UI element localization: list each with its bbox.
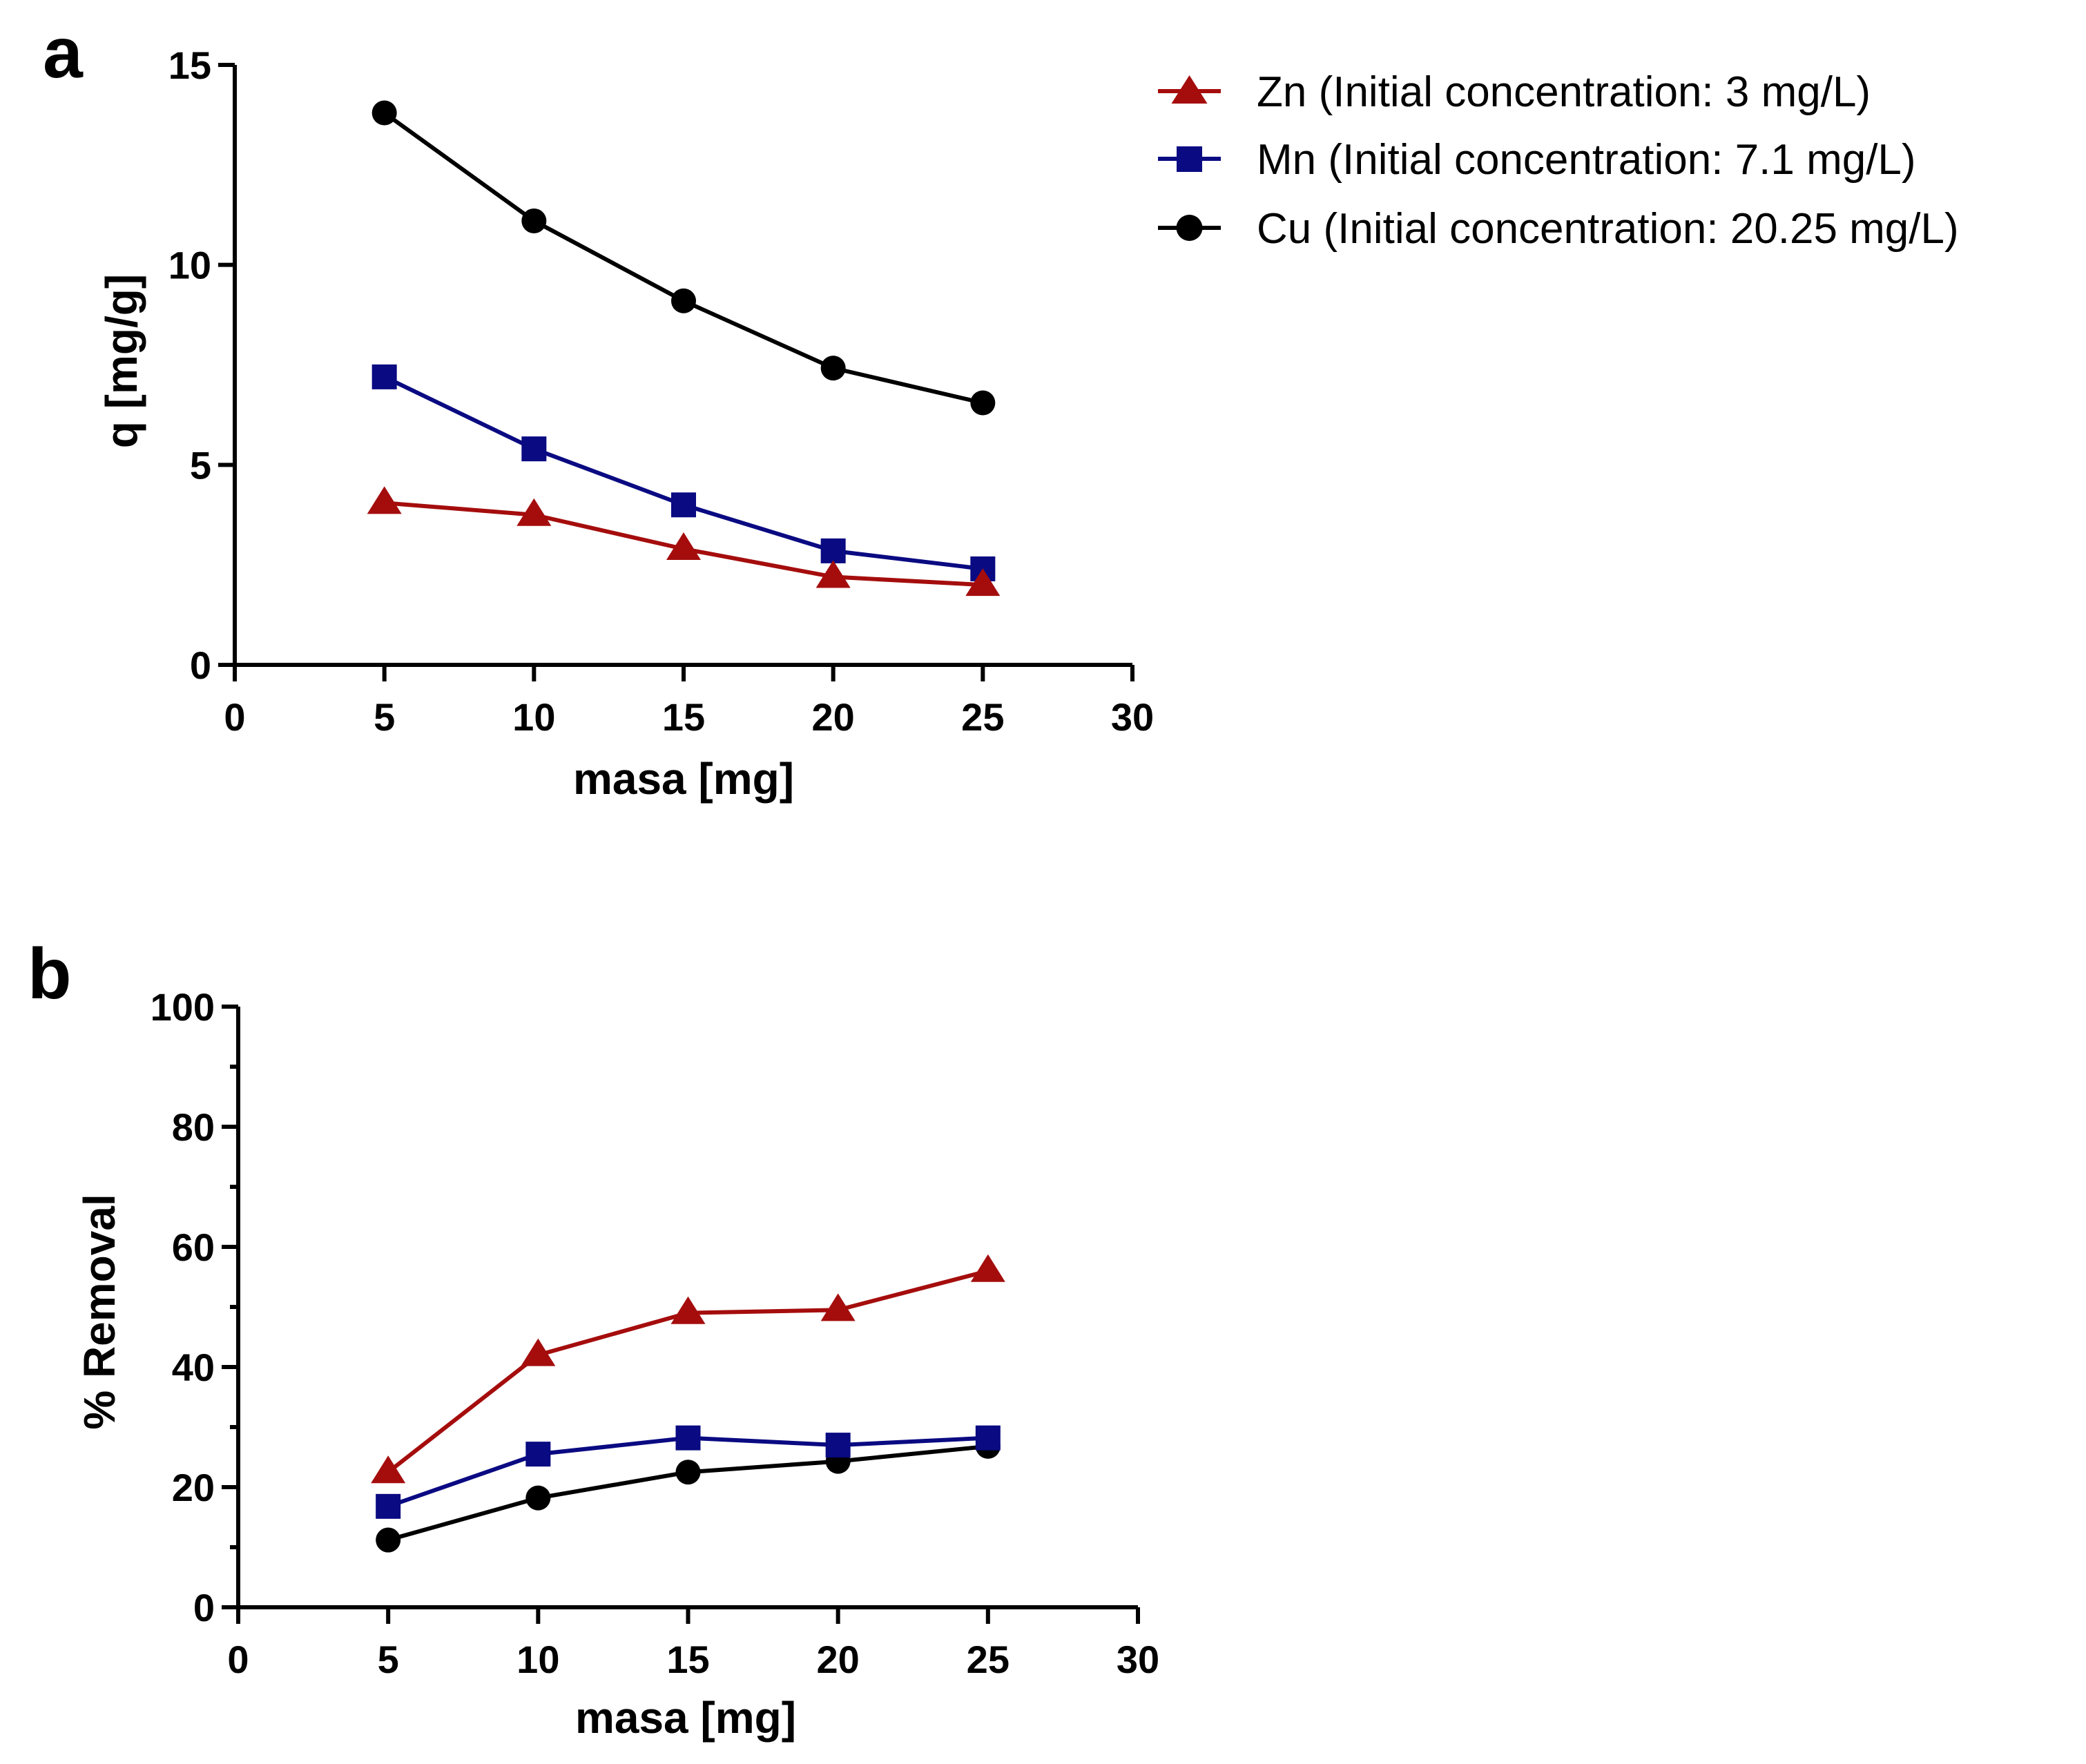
chart-a-x-tick-label: 0 bbox=[224, 695, 245, 739]
chart-b-x-tick-label: 15 bbox=[666, 1638, 709, 1681]
chart-a-y-tick-label: 0 bbox=[190, 643, 211, 687]
chart-a-cu-point-0 bbox=[371, 100, 397, 126]
chart-a-series-mn bbox=[371, 364, 996, 581]
chart-b-series-zn bbox=[371, 1254, 1005, 1484]
chart-a-cu-point-3 bbox=[820, 356, 846, 381]
chart-b-x-tick-label: 0 bbox=[227, 1638, 249, 1681]
chart-b-zn-point-1 bbox=[521, 1338, 556, 1366]
chart-a-zn-point-4 bbox=[965, 568, 1001, 597]
chart-a-line-cu bbox=[383, 111, 984, 405]
chart-b-x-tick-label: 5 bbox=[378, 1638, 399, 1681]
chart-a-x-tick-label: 10 bbox=[512, 695, 555, 739]
chart-b-zn-point-3 bbox=[820, 1293, 856, 1321]
chart-b-y-tick-label: 60 bbox=[172, 1225, 215, 1269]
chart-a-mn-point-3 bbox=[820, 538, 846, 563]
chart-b-mn-point-0 bbox=[376, 1493, 401, 1519]
chart-b: % Removal masa [mg] 0 20 40 60 80 100 0 5 10 15 20… bbox=[75, 985, 1159, 1743]
chart-b-y-tick-label: 80 bbox=[172, 1105, 215, 1149]
legend-entry-cu: Cu (Initial concentration: 20.25 mg/L) bbox=[1158, 205, 1959, 253]
legend-entry-zn: Zn (Initial concentration: 3 mg/L) bbox=[1158, 68, 1871, 116]
chart-a-x-tick-label: 30 bbox=[1111, 695, 1154, 739]
circle-marker-icon bbox=[1176, 215, 1203, 241]
chart-a-cu-point-2 bbox=[671, 288, 696, 313]
legend-label-cu: Cu (Initial concentration: 20.25 mg/L) bbox=[1257, 205, 1959, 253]
chart-b-x-tick-label: 20 bbox=[817, 1638, 860, 1681]
chart-b-mn-point-1 bbox=[525, 1442, 551, 1467]
chart-a-series-zn bbox=[367, 486, 1001, 597]
chart-a-y-tick-label: 10 bbox=[168, 244, 211, 287]
chart-b-y-tick-label: 40 bbox=[172, 1346, 215, 1389]
chart-b-mn-point-4 bbox=[975, 1425, 1001, 1451]
chart-b-zn-point-4 bbox=[970, 1254, 1005, 1282]
chart-a-x-tick-label: 5 bbox=[374, 695, 395, 739]
chart-b-y-tick-label: 0 bbox=[193, 1586, 215, 1629]
chart-a-cu-point-4 bbox=[970, 390, 996, 416]
chart-b-series-cu bbox=[376, 1433, 1001, 1553]
chart-a-y-tick-label: 15 bbox=[168, 43, 211, 87]
chart-a-zn-point-2 bbox=[666, 532, 701, 560]
chart-b-axes: 0 20 40 60 80 100 0 5 10 15 20 25 30 bbox=[151, 985, 1160, 1681]
chart-b-series-mn bbox=[376, 1425, 1001, 1519]
chart-a-cu-point-1 bbox=[521, 208, 547, 233]
square-marker-icon bbox=[1177, 146, 1202, 172]
chart-a-zn-point-0 bbox=[367, 486, 402, 514]
chart-b-y-tick-label: 100 bbox=[151, 985, 215, 1029]
chart-a-series-cu bbox=[371, 100, 996, 416]
chart-a-zn-point-3 bbox=[815, 560, 851, 588]
chart-b-zn-point-0 bbox=[371, 1455, 406, 1484]
chart-a-y-tick-label: 5 bbox=[190, 443, 211, 487]
chart-b-cu-point-2 bbox=[675, 1460, 701, 1485]
chart-b-x-tick-label: 30 bbox=[1117, 1638, 1159, 1681]
panel-letter-b: b bbox=[28, 934, 72, 1014]
chart-b-cu-point-0 bbox=[376, 1527, 401, 1553]
chart-b-x-tick-label: 25 bbox=[967, 1638, 1010, 1681]
legend-entry-mn: Mn (Initial concentration: 7.1 mg/L) bbox=[1158, 136, 1916, 184]
legend-label-mn: Mn (Initial concentration: 7.1 mg/L) bbox=[1257, 136, 1916, 184]
legend-label-zn: Zn (Initial concentration: 3 mg/L) bbox=[1257, 68, 1871, 116]
chart-b-y-tick-label: 20 bbox=[172, 1466, 215, 1509]
chart-b-zn-point-2 bbox=[670, 1296, 706, 1324]
chart-b-x-tick-label: 10 bbox=[516, 1638, 559, 1681]
chart-a-mn-point-0 bbox=[371, 364, 397, 389]
legend: Zn (Initial concentration: 3 mg/L) Mn (I… bbox=[1158, 68, 1959, 253]
chart-b-mn-point-2 bbox=[675, 1425, 701, 1451]
chart-a-x-tick-label: 25 bbox=[961, 695, 1004, 739]
chart-a-x-tick-label: 15 bbox=[662, 695, 705, 739]
chart-a-x-tick-label: 20 bbox=[812, 695, 855, 739]
chart-a-zn-point-1 bbox=[516, 498, 552, 526]
chart-b-cu-point-1 bbox=[525, 1485, 551, 1511]
chart-a-axes: 0 5 10 15 0 5 10 15 20 25 30 bbox=[168, 43, 1154, 739]
chart-b-y-axis-title: % Removal bbox=[75, 1194, 124, 1429]
chart-a-mn-point-1 bbox=[521, 436, 547, 462]
chart-b-x-axis-title: masa [mg] bbox=[575, 1693, 796, 1743]
chart-b-mn-point-3 bbox=[825, 1433, 851, 1458]
chart-a: q [mg/g] masa [mg] 0 5 10 15 0 5 10 15 20 25 30 bbox=[97, 43, 1154, 804]
chart-a-x-axis-title: masa [mg] bbox=[573, 754, 794, 804]
triangle-marker-icon bbox=[1171, 75, 1208, 104]
chart-a-mn-point-2 bbox=[671, 492, 696, 518]
chart-a-y-axis-title: q [mg/g] bbox=[97, 274, 146, 448]
panel-letter-a: a bbox=[43, 13, 84, 93]
